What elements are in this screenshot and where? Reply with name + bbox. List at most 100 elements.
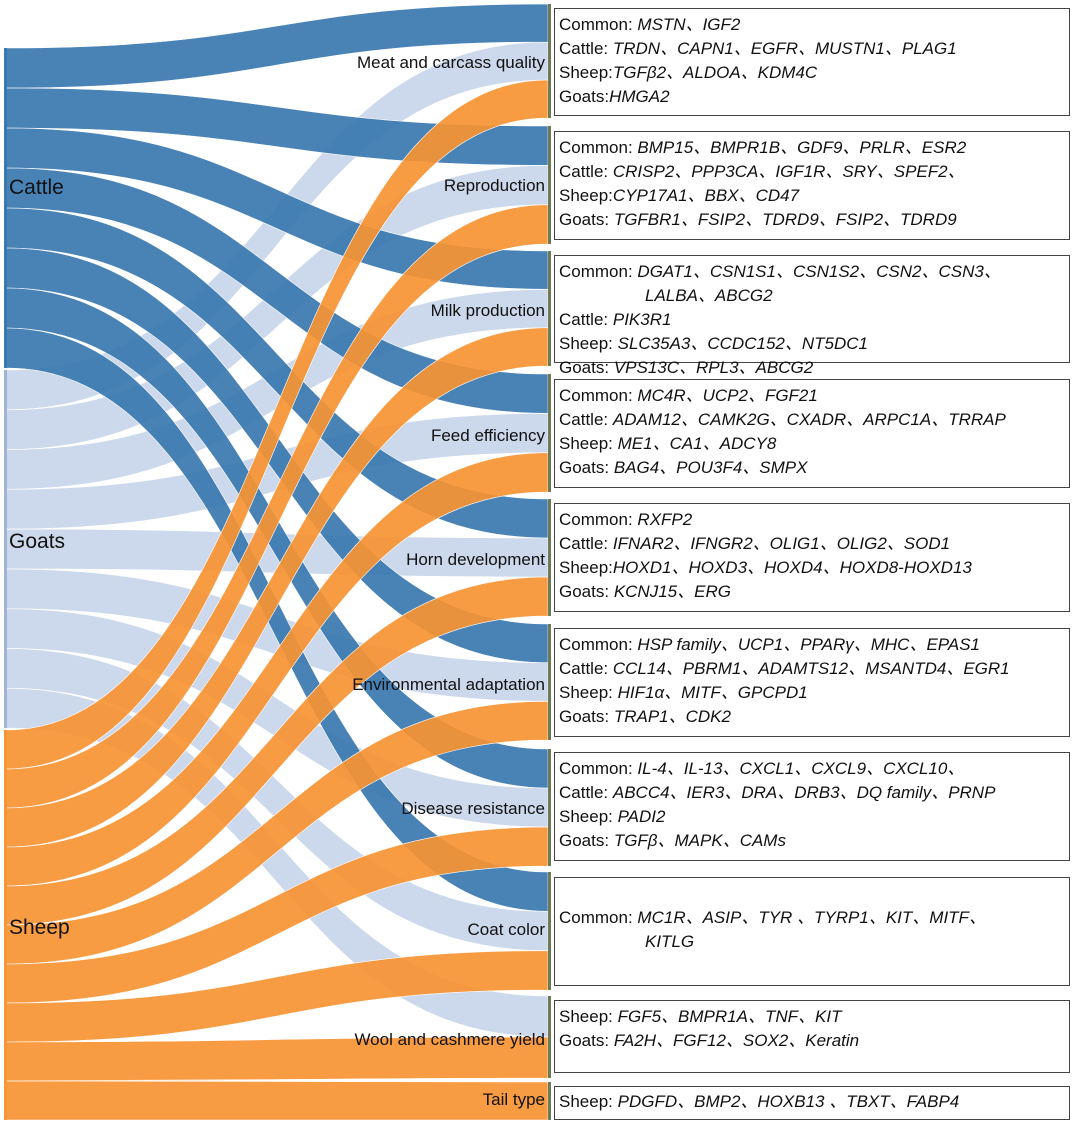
gene-list: LALBA、ABCG2 <box>645 286 773 305</box>
species-prefix: Sheep: <box>559 186 613 205</box>
gene-line: Goats:HMGA2 <box>559 85 1069 109</box>
species-prefix: Cattle: <box>559 162 613 181</box>
gene-list: TGFβ、MAPK、CAMs <box>613 831 786 850</box>
gene-list: ABCC4、IER3、DRA、DRB3、DQ family、PRNP <box>612 783 996 802</box>
gene-box-feed: Common: MC4R、UCP2、FGF21 Cattle: ADAM12、CA… <box>554 379 1070 488</box>
species-prefix: Sheep: <box>559 807 618 826</box>
species-prefix: Goats: <box>559 358 614 377</box>
species-prefix: Cattle: <box>559 659 613 678</box>
species-prefix: Goats: <box>559 582 614 601</box>
gene-list: CRISP2、PPP3CA、IGF1R、SRY、SPEF2、 <box>612 162 965 181</box>
node-env <box>548 624 551 740</box>
gene-line: Common: MSTN、IGF2 <box>559 13 1069 37</box>
gene-list: BAG4、POU3F4、SMPX <box>613 458 808 477</box>
gene-line: Common: BMP15、BMPR1B、GDF9、PRLR、ESR2 <box>559 136 1069 160</box>
gene-line: Cattle: CRISP2、PPP3CA、IGF1R、SRY、SPEF2、 <box>559 160 1069 184</box>
gene-line: KITLG <box>559 930 1069 954</box>
gene-box-coat: Common: MC1R、ASIP、TYR 、TYRP1、KIT、MITF、 KI… <box>554 877 1070 986</box>
species-prefix: Cattle: <box>559 410 613 429</box>
gene-line: Goats: TRAP1、CDK2 <box>559 705 1069 729</box>
node-sheep <box>4 730 7 1120</box>
gene-list: MC4R、UCP2、FGF21 <box>637 386 818 405</box>
gene-line: Common: IL-4、IL-13、CXCL1、CXCL9、CXCL10、 <box>559 757 1069 781</box>
gene-list: PDGFD、BMP2、HOXB13 、TBXT、FABP4 <box>617 1092 960 1111</box>
gene-list: ADAM12、CAMK2G、CXADR、ARPC1A、TRRAP <box>612 410 1006 429</box>
gene-line: Sheep: FGF5、BMPR1A、TNF、KIT <box>559 1005 1069 1029</box>
gene-box-horn: Common: RXFP2 Cattle: IFNAR2、IFNGR2、OLIG1… <box>554 503 1070 612</box>
gene-line: Common: MC4R、UCP2、FGF21 <box>559 384 1069 408</box>
species-prefix: Goats: <box>559 458 614 477</box>
gene-line: Cattle: ABCC4、IER3、DRA、DRB3、DQ family、PR… <box>559 781 1069 805</box>
source-label-cattle: Cattle <box>9 176 64 199</box>
trait-label-tail: Tail type <box>482 1090 545 1109</box>
species-prefix: Goats: <box>559 210 614 229</box>
gene-line: Goats: BAG4、POU3F4、SMPX <box>559 456 1069 480</box>
trait-label-coat: Coat color <box>467 920 545 939</box>
species-prefix: Sheep: <box>559 1007 618 1026</box>
trait-label-wool: Wool and cashmere yield <box>354 1030 545 1049</box>
gene-list: ME1、CA1、ADCY8 <box>617 434 777 453</box>
gene-list: HOXD1、HOXD3、HOXD4、HOXD8-HOXD13 <box>612 558 972 577</box>
species-prefix: Goats: <box>559 707 614 726</box>
gene-list: TGFβ2、ALDOA、KDM4C <box>612 63 818 82</box>
species-prefix: Common: <box>559 15 638 34</box>
species-prefix: Sheep: <box>559 334 618 353</box>
species-prefix: Sheep: <box>559 558 613 577</box>
gene-list: DGAT1、CSN1S1、CSN1S2、CSN2、CSN3、 <box>637 262 1001 281</box>
trait-label-repro: Reproduction <box>443 176 545 195</box>
source-label-sheep: Sheep <box>9 916 70 939</box>
trait-label-milk: Milk production <box>430 301 545 320</box>
trait-label-meat: Meat and carcass quality <box>356 53 545 72</box>
species-prefix: Common: <box>559 908 638 927</box>
gene-list: HIF1α、MITF、GPCPD1 <box>617 683 808 702</box>
gene-line: Cattle: TRDN、CAPN1、EGFR、MUSTN1、PLAG1 <box>559 37 1069 61</box>
gene-list: VPS13C、RPL3、ABCG2 <box>613 358 814 377</box>
trait-label-horn: Horn development <box>406 550 545 569</box>
node-feed <box>548 374 551 492</box>
species-prefix: Sheep: <box>559 63 613 82</box>
trait-label-env: Environmental adaptation <box>352 675 545 694</box>
gene-line: Goats: VPS13C、RPL3、ABCG2 <box>559 356 1069 380</box>
gene-box-meat: Common: MSTN、IGF2 Cattle: TRDN、CAPN1、EGFR… <box>554 8 1070 116</box>
species-prefix: Cattle: <box>559 534 613 553</box>
gene-list: HSP family、UCP1、PPARγ、MHC、EPAS1 <box>637 635 981 654</box>
node-cattle <box>4 48 7 368</box>
gene-line: Sheep: PDGFD、BMP2、HOXB13 、TBXT、FABP4 <box>559 1090 1069 1114</box>
gene-line: Goats: KCNJ15、ERG <box>559 580 1069 604</box>
gene-list: RXFP2 <box>637 510 693 529</box>
gene-line: Sheep: HIF1α、MITF、GPCPD1 <box>559 681 1069 705</box>
flow-sheep-to-tail <box>5 1080 549 1121</box>
node-coat <box>548 872 551 990</box>
species-prefix: Goats: <box>559 1031 614 1050</box>
gene-box-repro: Common: BMP15、BMPR1B、GDF9、PRLR、ESR2 Cattl… <box>554 131 1070 240</box>
gene-list: MSTN、IGF2 <box>637 15 741 34</box>
species-prefix: Common: <box>559 138 638 157</box>
gene-line: Cattle: CCL14、PBRM1、ADAMTS12、MSANTD4、EGR… <box>559 657 1069 681</box>
gene-list: IL-4、IL-13、CXCL1、CXCL9、CXCL10、 <box>637 759 965 778</box>
gene-line: Common: DGAT1、CSN1S1、CSN1S2、CSN2、CSN3、 <box>559 260 1069 284</box>
species-prefix: Goats: <box>559 87 610 106</box>
species-prefix: Goats: <box>559 831 614 850</box>
gene-line: Common: HSP family、UCP1、PPARγ、MHC、EPAS1 <box>559 633 1069 657</box>
gene-box-tail: Sheep: PDGFD、BMP2、HOXB13 、TBXT、FABP4 <box>554 1086 1070 1120</box>
gene-line: LALBA、ABCG2 <box>559 284 1069 308</box>
gene-line: Goats: FA2H、FGF12、SOX2、Keratin <box>559 1029 1069 1053</box>
node-goats <box>4 370 7 728</box>
node-meat <box>548 4 551 118</box>
node-repro <box>548 126 551 244</box>
gene-line: Sheep:CYP17A1、BBX、CD47 <box>559 184 1069 208</box>
gene-list: TRDN、CAPN1、EGFR、MUSTN1、PLAG1 <box>612 39 957 58</box>
node-wool <box>548 996 551 1078</box>
gene-line: Common: RXFP2 <box>559 508 1069 532</box>
trait-label-feed: Feed efficiency <box>430 426 545 445</box>
gene-list: TGFBR1、FSIP2、TDRD9、FSIP2、TDRD9 <box>613 210 957 229</box>
gene-list: HMGA2 <box>609 87 670 106</box>
trait-label-disease: Disease resistance <box>401 799 545 818</box>
gene-list: BMP15、BMPR1B、GDF9、PRLR、ESR2 <box>637 138 967 157</box>
gene-list: FGF5、BMPR1A、TNF、KIT <box>617 1007 842 1026</box>
source-label-goats: Goats <box>9 530 66 553</box>
gene-line: Goats: TGFBR1、FSIP2、TDRD9、FSIP2、TDRD9 <box>559 208 1069 232</box>
gene-box-env: Common: HSP family、UCP1、PPARγ、MHC、EPAS1 C… <box>554 628 1070 737</box>
gene-line: Sheep: ME1、CA1、ADCY8 <box>559 432 1069 456</box>
